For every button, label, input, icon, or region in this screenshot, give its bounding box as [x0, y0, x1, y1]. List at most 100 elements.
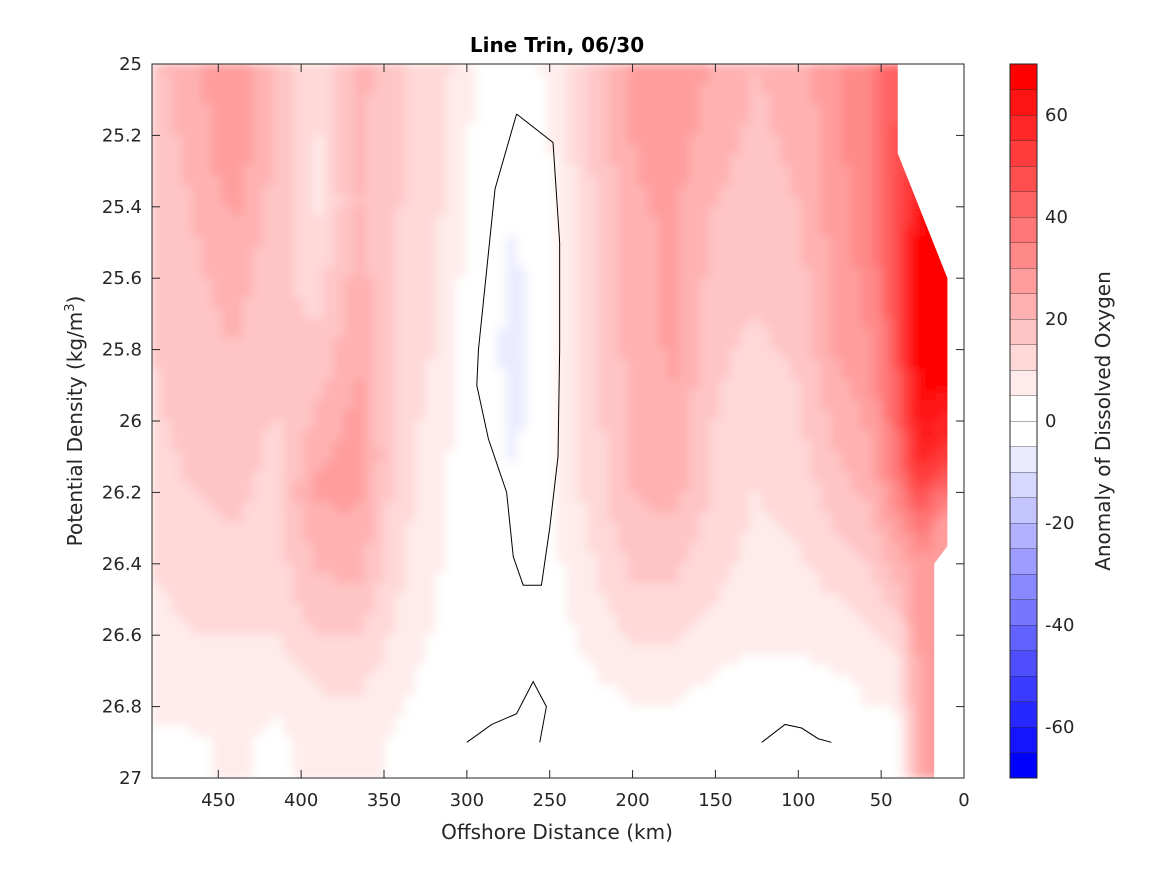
contour-cell [222, 726, 235, 739]
contour-cell [282, 532, 296, 545]
contour-cell [252, 144, 265, 157]
contour-cell [282, 83, 296, 96]
contour-cell [152, 511, 164, 524]
contour-cell [181, 695, 194, 708]
contour-cell [262, 409, 275, 422]
contour-cell [152, 736, 164, 749]
contour-cell [232, 379, 245, 392]
contour-cell [303, 144, 316, 157]
contour-cell [161, 93, 174, 106]
contour-cell [293, 185, 306, 198]
contour-cell [161, 532, 174, 545]
contour-cell [161, 460, 174, 473]
contour-cell [272, 267, 285, 280]
contour-cell [211, 73, 225, 86]
contour-cell [262, 603, 275, 616]
contour-cell [303, 236, 316, 249]
contour-cell [222, 175, 235, 188]
contour-cell [293, 552, 306, 565]
contour-cell [303, 634, 316, 647]
contour-cell [191, 114, 204, 127]
contour-cell [181, 675, 194, 688]
contour-cell [171, 205, 184, 218]
contour-cell [293, 318, 306, 331]
contour-cell [282, 501, 296, 514]
contour-cell [303, 675, 316, 688]
contour-cell [232, 471, 245, 484]
contour-cell [201, 409, 214, 422]
contour-cell [191, 715, 204, 728]
contour-cell [252, 695, 265, 708]
contour-cell [262, 511, 275, 524]
contour-cell [282, 114, 296, 127]
contour-cell [242, 185, 255, 198]
contour-cell [282, 246, 296, 259]
contour-cell [201, 420, 214, 433]
contour-cell [232, 348, 245, 361]
contour-cell [272, 369, 285, 382]
contour-cell [282, 675, 296, 688]
contour-cell [252, 542, 265, 555]
contour-cell [181, 409, 194, 422]
contour-cell [272, 491, 285, 504]
contour-cell [252, 603, 265, 616]
contour-cell [303, 450, 316, 463]
contour-cell [201, 664, 214, 677]
contour-cell [282, 766, 296, 778]
contour-cell [293, 399, 306, 412]
contour-cell [152, 695, 164, 708]
contour-cell [272, 64, 285, 76]
contour-cell [252, 175, 265, 188]
contour-cell [171, 603, 184, 616]
contour-cell [293, 491, 306, 504]
contour-cell [161, 715, 174, 728]
contour-cell [171, 124, 184, 137]
contour-cell [222, 64, 235, 76]
contour-cell [211, 593, 225, 606]
contour-cell [161, 226, 174, 239]
contour-cell [252, 715, 265, 728]
contour-cell [191, 144, 204, 157]
contour-cell [222, 399, 235, 412]
contour-cell [252, 440, 265, 453]
contour-cell [303, 542, 316, 555]
contour-cell [181, 277, 194, 290]
contour-cell [232, 460, 245, 473]
contour-cell [303, 73, 316, 86]
contour-cell [181, 613, 194, 626]
contour-cell [303, 440, 316, 453]
contour-cell [282, 654, 296, 667]
contour-field [152, 64, 964, 778]
contour-cell [191, 440, 204, 453]
contour-cell [242, 460, 255, 473]
contour-cell [211, 93, 225, 106]
contour-cell [171, 267, 184, 280]
contour-cell [222, 481, 235, 494]
contour-cell [181, 715, 194, 728]
contour-cell [252, 124, 265, 137]
contour-cell [191, 624, 204, 637]
contour-cell [303, 491, 316, 504]
contour-cell [211, 675, 225, 688]
contour-cell [191, 287, 204, 300]
contour-cell [171, 216, 184, 229]
contour-cell [181, 348, 194, 361]
contour-cell [232, 603, 245, 616]
contour-cell [242, 552, 255, 565]
contour-cell [152, 532, 164, 545]
contour-cell [201, 267, 214, 280]
contour-cell [211, 654, 225, 667]
contour-cell [171, 399, 184, 412]
contour-cell [262, 430, 275, 443]
contour-cell [282, 338, 296, 351]
contour-cell [252, 746, 265, 759]
contour-cell [161, 593, 174, 606]
contour-cell [191, 246, 204, 259]
contour-cell [201, 328, 214, 341]
contour-cell [303, 471, 316, 484]
contour-cell [211, 358, 225, 371]
contour-cell [282, 511, 296, 524]
contour-cell [181, 440, 194, 453]
contour-cell [232, 338, 245, 351]
contour-cell [252, 236, 265, 249]
